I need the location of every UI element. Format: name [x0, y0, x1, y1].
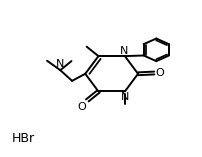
Text: O: O	[77, 102, 85, 112]
Text: N: N	[56, 59, 64, 69]
Text: HBr: HBr	[12, 132, 35, 145]
Text: N: N	[120, 92, 128, 102]
Text: N: N	[120, 46, 128, 56]
Text: O: O	[155, 68, 163, 78]
